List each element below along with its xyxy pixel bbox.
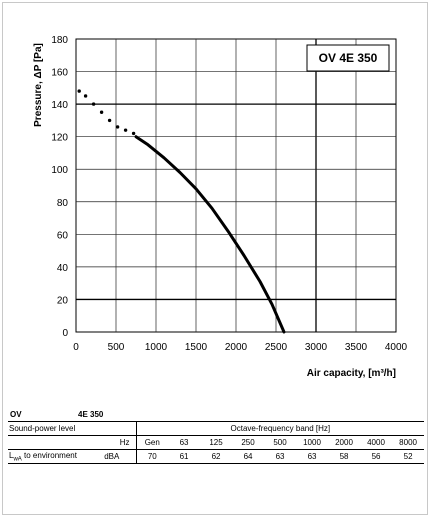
- model-name: OV: [10, 410, 22, 419]
- y-tick-label-6: 120: [51, 133, 68, 144]
- series-0-point-1: [83, 94, 88, 98]
- band-cell-8: 8000: [392, 435, 425, 450]
- header-row-1: Sound-power level Octave-frequency band …: [8, 421, 425, 436]
- value-row: LwA to environment dBA 70 61 62 64 63 63 58 56 5…: [8, 449, 425, 464]
- value-cell-3: 64: [232, 449, 265, 464]
- y-tick-label-2: 40: [57, 263, 69, 274]
- series-0-point-0: [77, 89, 81, 93]
- value-cell-6: 58: [328, 449, 361, 464]
- series-group: [77, 89, 286, 334]
- band-cell-2: 125: [200, 435, 233, 450]
- series-1-line: [134, 135, 286, 334]
- y-tick-label-0: 0: [62, 328, 68, 339]
- value-cell-7: 56: [360, 449, 393, 464]
- series-0-point-7: [131, 131, 136, 136]
- x-tick-labels: 0 500 1000 1500 2000 2500 3000 3500 4000: [73, 342, 407, 353]
- value-cell-0: 70: [135, 449, 169, 464]
- sound-power-label: Sound-power level: [8, 421, 137, 436]
- x-tick-label-5: 2500: [265, 342, 288, 353]
- x-tick-label-7: 3500: [345, 342, 368, 353]
- y-tick-label-3: 60: [57, 230, 69, 241]
- chart-title: OV 4E 350: [319, 51, 378, 65]
- unit-label: dBA: [88, 449, 137, 464]
- value-cell-1: 61: [168, 449, 201, 464]
- x-axis-label: Air capacity, [m³/h]: [307, 368, 396, 379]
- band-header: Octave-frequency band [Hz]: [135, 421, 425, 436]
- gridlines: [76, 39, 396, 332]
- x-tick-label-4: 2000: [225, 342, 248, 353]
- x-tick-label-1: 500: [108, 342, 125, 353]
- band-cell-7: 4000: [360, 435, 393, 450]
- series-0-point-5: [115, 125, 120, 129]
- y-tick-labels: 0 20 40 60 80 100 120 140 160 180: [51, 35, 68, 339]
- sound-table-block: OV 4E 350 Sound-power level Octave-frequ…: [8, 407, 425, 464]
- y-tick-label-9: 180: [51, 35, 68, 46]
- band-cell-1: 63: [168, 435, 201, 450]
- y-tick-label-4: 80: [57, 198, 69, 209]
- x-tick-label-6: 3000: [305, 342, 328, 353]
- series-0-point-2: [91, 102, 96, 106]
- x-tick-label-0: 0: [73, 342, 79, 353]
- y-tick-label-7: 140: [51, 100, 68, 111]
- band-cell-6: 2000: [328, 435, 361, 450]
- model-size: 4E 350: [78, 410, 104, 419]
- model-row: OV 4E 350: [8, 407, 424, 421]
- series-0-point-6: [123, 128, 128, 132]
- lwa-label: LwA to environment: [8, 449, 88, 464]
- figure-frame: [2, 2, 428, 515]
- x-tick-label-3: 1500: [185, 342, 208, 353]
- series-0-point-4: [107, 118, 112, 123]
- value-cell-8: 52: [392, 449, 425, 464]
- fan-curve-chart: 0 500 1000 1500 2000 2500 3000 3500 4000 0 20 40 60…: [33, 35, 408, 379]
- x-tick-label-2: 1000: [145, 342, 168, 353]
- y-axis-label: Pressure, ΔP [Pa]: [33, 43, 44, 127]
- value-cell-2: 62: [200, 449, 233, 464]
- band-cell-5: 1000: [296, 435, 329, 450]
- value-cell-5: 63: [296, 449, 329, 464]
- series-0-point-3: [99, 110, 104, 114]
- x-tick-label-8: 4000: [385, 342, 408, 353]
- band-cell-4: 500: [264, 435, 297, 450]
- band-row: Hz Gen 63 125 250 500 1000 2000 4000 8000: [8, 435, 425, 450]
- y-tick-label-8: 160: [51, 68, 68, 79]
- band-cell-3: 250: [232, 435, 265, 450]
- value-cell-4: 63: [264, 449, 297, 464]
- y-tick-label-5: 100: [51, 165, 68, 176]
- y-tick-label-1: 20: [57, 295, 69, 306]
- sound-power-table: Sound-power level Octave-frequency band …: [8, 421, 425, 464]
- title-box: [306, 44, 390, 72]
- hz-label: Hz: [88, 435, 137, 450]
- band-cell-0: Gen: [135, 435, 169, 450]
